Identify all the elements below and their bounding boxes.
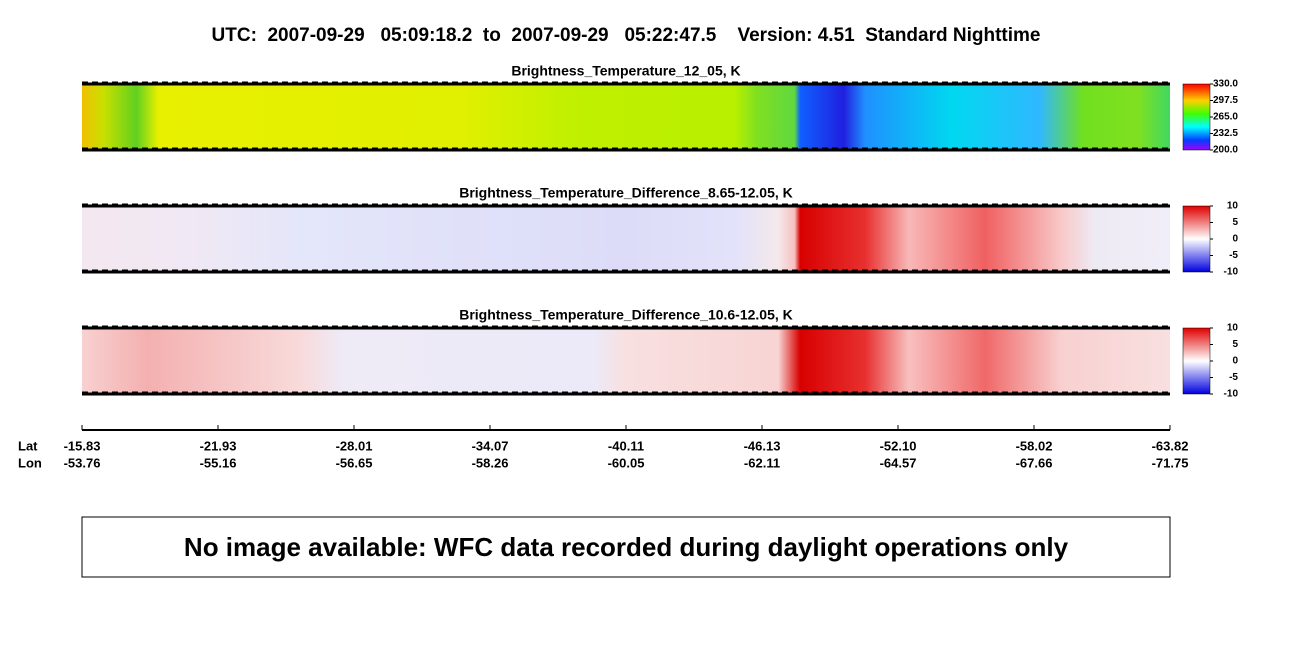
colorbar-tick-label: 10 [1227, 201, 1239, 212]
lat-label: -52.10 [880, 438, 917, 453]
colorbar [1182, 83, 1211, 151]
colorbar [1182, 205, 1211, 273]
colorbar-tick-label: 297.5 [1213, 95, 1238, 106]
lon-label: -64.57 [880, 455, 917, 470]
lat-label: -46.13 [744, 438, 781, 453]
lat-label: -58.02 [1016, 438, 1053, 453]
colorbar-tick-label: -5 [1229, 250, 1238, 261]
lat-label: -21.93 [200, 438, 237, 453]
panel-title: Brightness_Temperature_Difference_10.6-1… [459, 307, 793, 323]
lon-label: -67.66 [1016, 455, 1053, 470]
page-title: UTC: 2007-09-29 05:09:18.2 to 2007-09-29… [212, 25, 1041, 46]
row-label: Lat [18, 438, 38, 453]
lon-label: -53.76 [64, 455, 101, 470]
colorbar-tick-label: 330.0 [1213, 79, 1238, 90]
lat-label: -15.83 [64, 438, 101, 453]
lat-label: -40.11 [608, 438, 644, 453]
colorbar-tick-label: 0 [1232, 234, 1238, 245]
colorbar-tick-label: 0 [1232, 356, 1238, 367]
lon-label: -60.05 [608, 455, 645, 470]
lat-label: -63.82 [1152, 438, 1189, 453]
panel-title: Brightness_Temperature_Difference_8.65-1… [459, 185, 793, 201]
lon-label: -62.11 [744, 455, 780, 470]
lat-label: -28.01 [336, 438, 373, 453]
colorbar-tick-label: 5 [1232, 217, 1238, 228]
lon-label: -56.65 [336, 455, 373, 470]
colorbar-tick-label: -10 [1224, 267, 1239, 278]
colorbar-tick-label: -5 [1229, 372, 1238, 383]
message: No image available: WFC data recorded du… [184, 532, 1069, 562]
panel-image [82, 84, 1170, 150]
panel-image [82, 328, 1170, 394]
colorbar-tick-label: 265.0 [1213, 112, 1238, 123]
lon-label: -71.75 [1152, 455, 1189, 470]
colorbar-tick-label: 232.5 [1213, 128, 1238, 139]
panel-title: Brightness_Temperature_12_05, K [511, 63, 740, 79]
panel-image [82, 206, 1170, 272]
colorbar-tick-label: -10 [1224, 389, 1239, 400]
lon-label: -58.26 [472, 455, 509, 470]
lat-label: -34.07 [472, 438, 509, 453]
colorbar-tick-label: 10 [1227, 323, 1239, 334]
row-label: Lon [18, 455, 42, 470]
colorbar-tick-label: 5 [1232, 339, 1238, 350]
colorbar-tick-label: 200.0 [1213, 145, 1238, 156]
colorbar [1182, 327, 1211, 395]
lon-label: -55.16 [200, 455, 237, 470]
message-box [81, 516, 1171, 578]
